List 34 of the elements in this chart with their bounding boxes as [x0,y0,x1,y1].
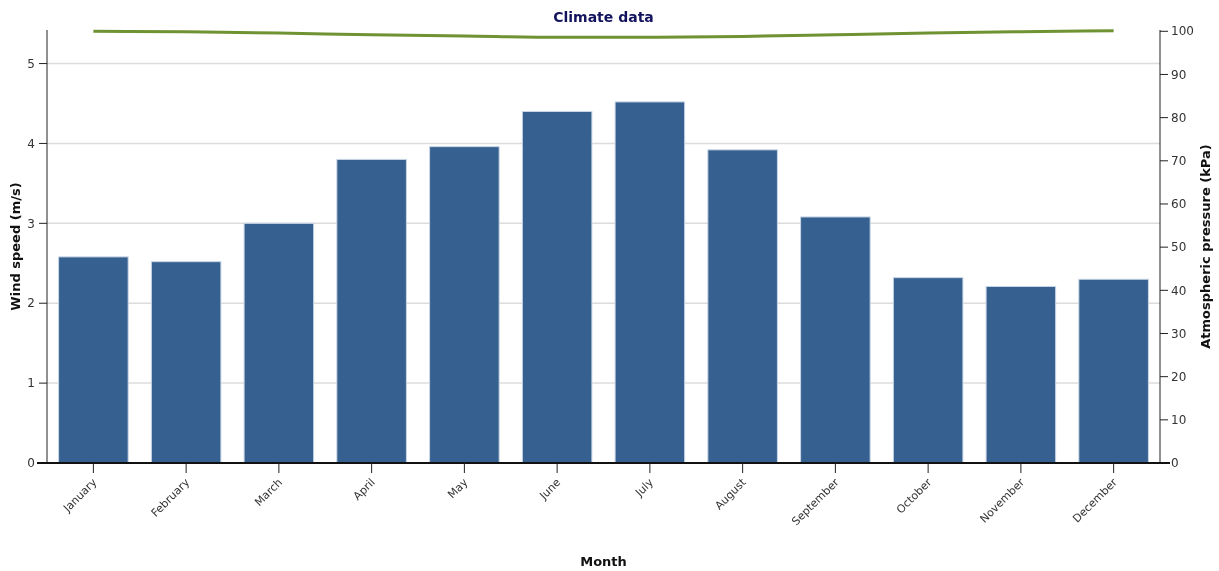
y2-tick-label: 20 [1171,369,1187,384]
line-series [91,29,1116,39]
y-tick-label: 1 [27,376,35,391]
x-axis-title: Month [580,554,627,569]
bar [892,277,964,464]
y2-tick-label: 80 [1171,110,1187,125]
y2-tick-label: 50 [1171,240,1187,255]
bar [150,261,222,464]
y-tick-label: 5 [27,56,35,71]
bar [1078,278,1149,464]
bar [521,110,593,464]
bar [243,222,315,464]
y-tick-label: 0 [27,456,35,471]
y2-tick-label: 10 [1171,413,1187,428]
bar [614,101,686,464]
y2-tick-label: 90 [1171,67,1187,82]
y2-tick-label: 0 [1171,456,1179,471]
y2-tick-label: 100 [1171,24,1194,39]
bar [707,149,778,464]
y-tick-label: 2 [27,296,35,311]
y-tick-label: 4 [27,136,35,151]
y2-tick-label: 60 [1171,197,1187,212]
y2-tick-label: 40 [1171,283,1187,298]
y2-tick-label: 30 [1171,326,1187,341]
bar [58,256,129,464]
bar [429,146,500,464]
y2-tick-label: 70 [1171,154,1187,169]
chart-title: Climate data [553,9,654,25]
bar [985,285,1057,464]
y2-axis-title: Atmospheric pressure (kPa) [1198,144,1213,349]
bar [336,158,407,464]
y-axis-title: Wind speed (m/s) [8,182,23,311]
bar [800,216,871,464]
y-tick-label: 3 [27,216,35,231]
